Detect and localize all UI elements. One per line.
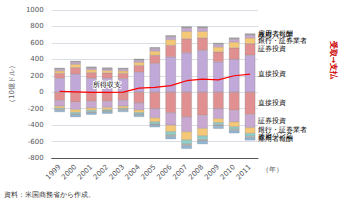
svg-text:2000: 2000: [60, 163, 78, 181]
svg-text:2008: 2008: [187, 163, 205, 181]
svg-text:200: 200: [30, 72, 43, 80]
svg-text:400: 400: [30, 55, 43, 63]
svg-text:所得収支: 所得収支: [93, 81, 121, 89]
svg-text:2006: 2006: [155, 163, 173, 181]
svg-text:雇用者報酬: 雇用者報酬: [258, 30, 293, 38]
svg-text:600: 600: [30, 39, 43, 47]
svg-text:2011: 2011: [235, 163, 253, 181]
svg-text:直接投資: 直接投資: [258, 70, 286, 78]
svg-text:2010: 2010: [219, 163, 237, 181]
svg-text:証券投資: 証券投資: [258, 45, 286, 53]
svg-text:-400: -400: [28, 121, 44, 129]
svg-text:（10億ドル）: （10億ドル）: [8, 62, 16, 106]
svg-text:（年）: （年）: [262, 166, 283, 174]
svg-text:-600: -600: [28, 138, 44, 146]
svg-text:2007: 2007: [171, 163, 189, 181]
svg-text:-800: -800: [28, 154, 44, 162]
svg-text:-200: -200: [28, 105, 44, 113]
svg-text:1000: 1000: [26, 6, 44, 14]
svg-text:証券投資: 証券投資: [258, 117, 286, 125]
svg-text:直接投資: 直接投資: [258, 99, 286, 107]
svg-text:資料：米国商務省から作成。: 資料：米国商務省から作成。: [4, 191, 95, 199]
svg-text:雇用者報酬: 雇用者報酬: [258, 135, 293, 143]
svg-text:2005: 2005: [139, 163, 157, 181]
svg-text:2004: 2004: [124, 163, 143, 182]
svg-text:0: 0: [39, 88, 43, 96]
svg-text:800: 800: [30, 22, 43, 30]
svg-text:銀行・証券業者: 銀行・証券業者: [258, 36, 308, 45]
svg-text:2001: 2001: [76, 163, 94, 181]
svg-text:2009: 2009: [203, 163, 221, 181]
svg-text:2003: 2003: [108, 163, 126, 181]
svg-text:1999: 1999: [44, 163, 62, 181]
svg-text:2002: 2002: [92, 163, 110, 181]
svg-text:受取→支払: 受取→支払: [329, 40, 338, 81]
